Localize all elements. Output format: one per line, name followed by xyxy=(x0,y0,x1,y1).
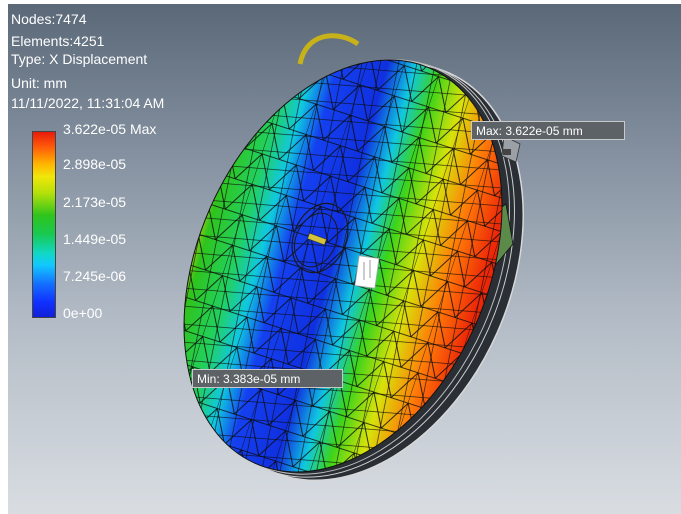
element-count: Elements:4251 xyxy=(11,33,105,49)
color-legend-bar xyxy=(32,131,56,318)
result-type: Type: X Displacement xyxy=(11,51,148,67)
max-marker xyxy=(503,149,511,155)
min-probe-label[interactable]: Min: 3.383e-05 mm xyxy=(192,369,343,388)
center-hub xyxy=(291,202,349,274)
legend-label-4: 1.449e-05 xyxy=(63,231,127,247)
result-timestamp: 11/11/2022, 11:31:04 AM xyxy=(11,95,165,111)
node-count: Nodes:7474 xyxy=(11,11,87,27)
legend-label-min: 0e+00 xyxy=(63,305,103,321)
legend-label-5: 7.245e-06 xyxy=(63,268,127,284)
connector-block xyxy=(354,255,380,289)
legend-label-max: 3.622e-05 Max xyxy=(63,121,157,137)
legend-label-3: 2.173e-05 xyxy=(63,194,127,210)
result-unit: Unit: mm xyxy=(11,75,67,91)
max-probe-label[interactable]: Max: 3.622e-05 mm xyxy=(471,121,625,140)
fea-mesh-model[interactable] xyxy=(8,4,681,514)
handle-shape xyxy=(297,33,360,65)
model-viewport[interactable]: Nodes:7474 Elements:4251 Type: X Displac… xyxy=(8,4,681,514)
legend-label-2: 2.898e-05 xyxy=(63,156,127,172)
